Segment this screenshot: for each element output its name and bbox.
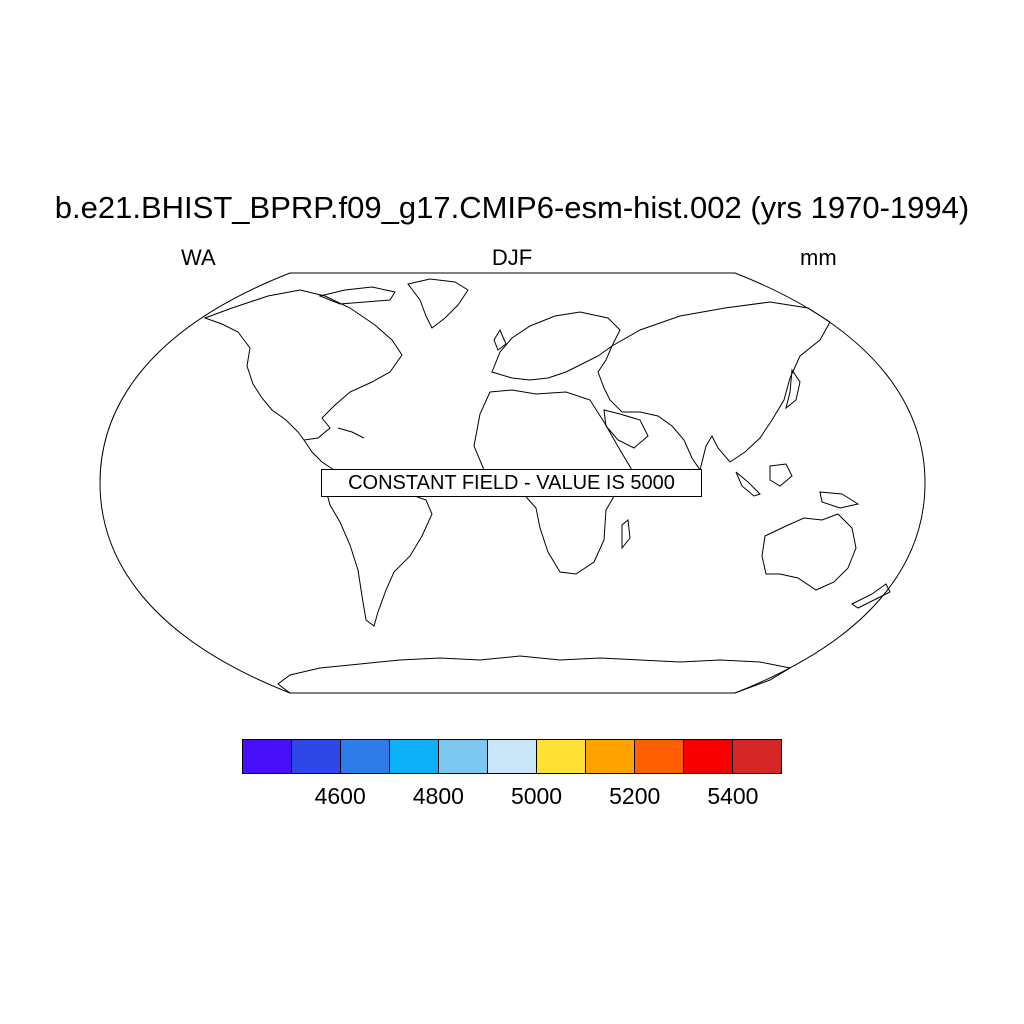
coastline-japan [785, 368, 801, 410]
colorbar-box [341, 740, 390, 773]
colorbar-tick-label: 5200 [609, 783, 661, 809]
colorbar [242, 739, 782, 774]
colorbar-box [439, 740, 488, 773]
colorbar-box [684, 740, 733, 773]
coastline-borneo [769, 463, 793, 487]
colorbar-box [733, 740, 781, 773]
coastline-central-america [303, 439, 335, 471]
coastline-antarctica [277, 655, 792, 694]
coastline-cuba [337, 427, 365, 439]
colorbar-box [292, 740, 341, 773]
coastline-new-zealand [851, 583, 891, 609]
plot-title: b.e21.BHIST_BPRP.f09_g17.CMIP6-esm-hist.… [54, 190, 970, 225]
colorbar-box [243, 740, 292, 773]
colorbar-tick-label: 5000 [510, 783, 563, 809]
colorbar-tick-label: 4600 [314, 783, 366, 809]
colorbar-box [586, 740, 635, 773]
coastline-madagascar [621, 519, 631, 550]
coastline-australia [761, 513, 857, 591]
coastline-uk [493, 328, 507, 351]
coastline-europe [491, 311, 621, 381]
units-label: mm [800, 245, 837, 270]
season-label: DJF [491, 245, 533, 270]
colorbar-box [537, 740, 586, 773]
coastline-greenland [407, 278, 469, 329]
coastline-sumatra [735, 471, 761, 497]
colorbar-tick-label: 4800 [412, 783, 464, 809]
coastline-arctic-islands [318, 286, 396, 305]
coastline-arabia [603, 409, 649, 449]
colorbar-box [635, 740, 684, 773]
coastline-north-america [203, 289, 403, 441]
colorbar-tick-label: 5400 [707, 783, 759, 809]
constant-field-notice: CONSTANT FIELD - VALUE IS 5000 [321, 469, 702, 497]
variable-label: WA [181, 245, 216, 270]
colorbar-box [390, 740, 439, 773]
colorbar-box [488, 740, 537, 773]
coastline-asia [597, 301, 831, 472]
coastline-new-guinea [819, 491, 860, 509]
